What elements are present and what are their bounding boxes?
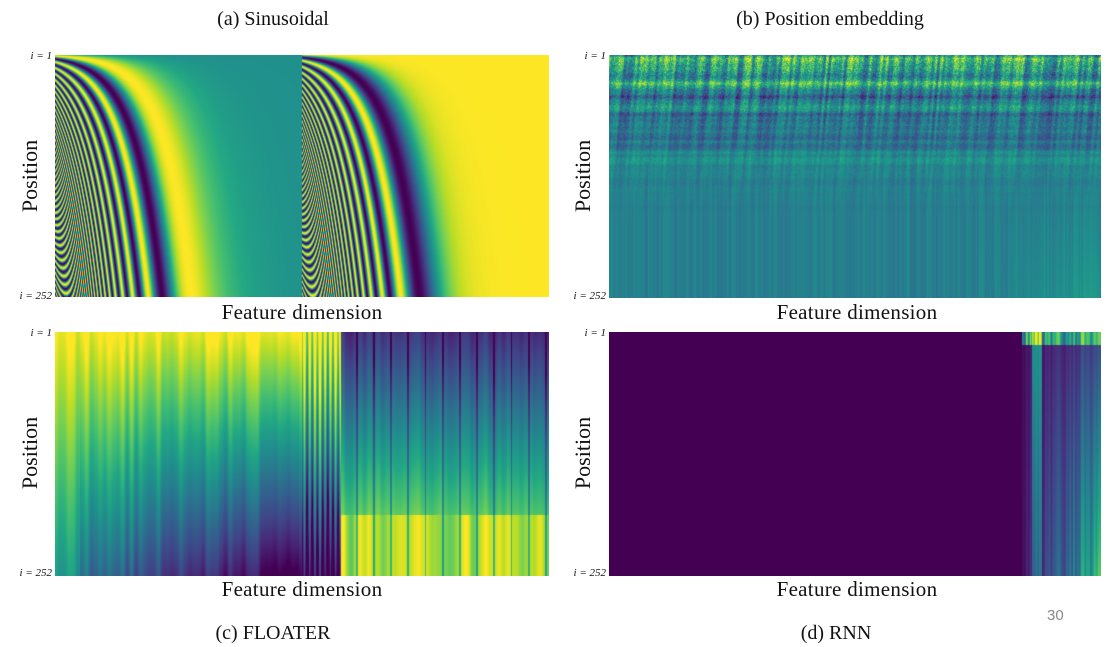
ytick-bottom-c: i = 252 — [19, 567, 52, 579]
xlabel-d: Feature dimension — [776, 577, 938, 601]
ytick-top-a: i = 1 — [30, 50, 52, 62]
xlabel-b: Feature dimension — [776, 300, 938, 324]
xlabel-a: Feature dimension — [221, 300, 383, 324]
title-rnn: (d) RNN — [800, 622, 872, 644]
title-floater: (c) FLOATER — [215, 622, 331, 644]
page-number: 30 — [1047, 607, 1064, 624]
ytick-bottom-b: i = 252 — [573, 290, 606, 302]
ylabel-d: Position — [570, 416, 595, 490]
heatmap-rnn — [609, 332, 1101, 576]
ytick-top-b: i = 1 — [584, 50, 606, 62]
ylabel-c: Position — [17, 416, 42, 490]
title-sinusoidal: (a) Sinusoidal — [217, 8, 329, 30]
ytick-top-d: i = 1 — [584, 327, 606, 339]
ylabel-a: Position — [17, 139, 42, 213]
heatmap-floater — [55, 332, 549, 576]
ytick-bottom-a: i = 252 — [19, 290, 52, 302]
xlabel-c: Feature dimension — [221, 577, 383, 601]
ytick-bottom-d: i = 252 — [573, 567, 606, 579]
title-position-embedding: (b) Position embedding — [736, 8, 924, 30]
ytick-top-c: i = 1 — [30, 327, 52, 339]
ylabel-b: Position — [570, 139, 595, 213]
heatmap-sinusoidal — [55, 55, 549, 297]
heatmap-position-embedding — [609, 55, 1101, 298]
